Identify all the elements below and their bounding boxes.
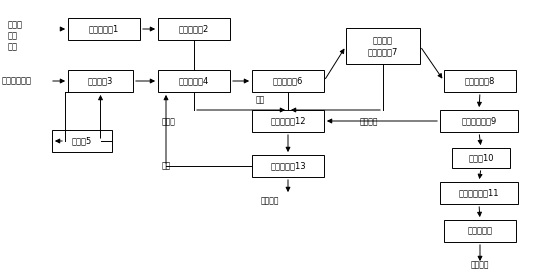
- Text: 母液贮存池1: 母液贮存池1: [89, 25, 119, 34]
- Text: 混凝沉淀
一体化设备7: 混凝沉淀 一体化设备7: [368, 36, 398, 56]
- Text: 涡流反应器2: 涡流反应器2: [179, 25, 209, 34]
- Text: 多介质过滤器11: 多介质过滤器11: [459, 188, 500, 197]
- Bar: [68, 70, 133, 92]
- Text: 气浮浮渣: 气浮浮渣: [360, 118, 379, 127]
- Bar: [452, 148, 510, 168]
- Text: 其它综合废水: 其它综合废水: [2, 76, 32, 85]
- Bar: [158, 70, 230, 92]
- Text: 滤液: 滤液: [162, 162, 171, 171]
- Text: 污泥浓缩池12: 污泥浓缩池12: [270, 116, 306, 125]
- Bar: [440, 182, 518, 204]
- Bar: [252, 155, 324, 177]
- Text: 干泥外运: 干泥外运: [261, 196, 279, 205]
- Text: 中和反应池8: 中和反应池8: [465, 76, 495, 85]
- Text: 清水池10: 清水池10: [468, 153, 494, 162]
- Text: 达标外排: 达标外排: [471, 260, 489, 269]
- Text: 上清液: 上清液: [162, 118, 176, 127]
- Text: 破乳隔油池6: 破乳隔油池6: [273, 76, 303, 85]
- Bar: [68, 18, 140, 40]
- Text: 沉渣: 沉渣: [256, 95, 265, 104]
- Text: 隔油调节池4: 隔油调节池4: [179, 76, 209, 85]
- Bar: [252, 110, 324, 132]
- Text: 事故池5: 事故池5: [72, 137, 92, 146]
- Bar: [440, 110, 518, 132]
- Bar: [444, 70, 516, 92]
- Bar: [158, 18, 230, 40]
- Text: 规范化排口: 规范化排口: [468, 227, 492, 235]
- Bar: [252, 70, 324, 92]
- Bar: [444, 220, 516, 242]
- Bar: [52, 130, 112, 152]
- Text: 人工格栅3: 人工格栅3: [88, 76, 113, 85]
- Bar: [346, 28, 420, 64]
- Text: 涡凹气浮系统9: 涡凹气浮系统9: [461, 116, 497, 125]
- Text: 陶化、
脱脂
母液: 陶化、 脱脂 母液: [8, 20, 23, 51]
- Text: 箱式压滤机13: 箱式压滤机13: [270, 162, 306, 171]
